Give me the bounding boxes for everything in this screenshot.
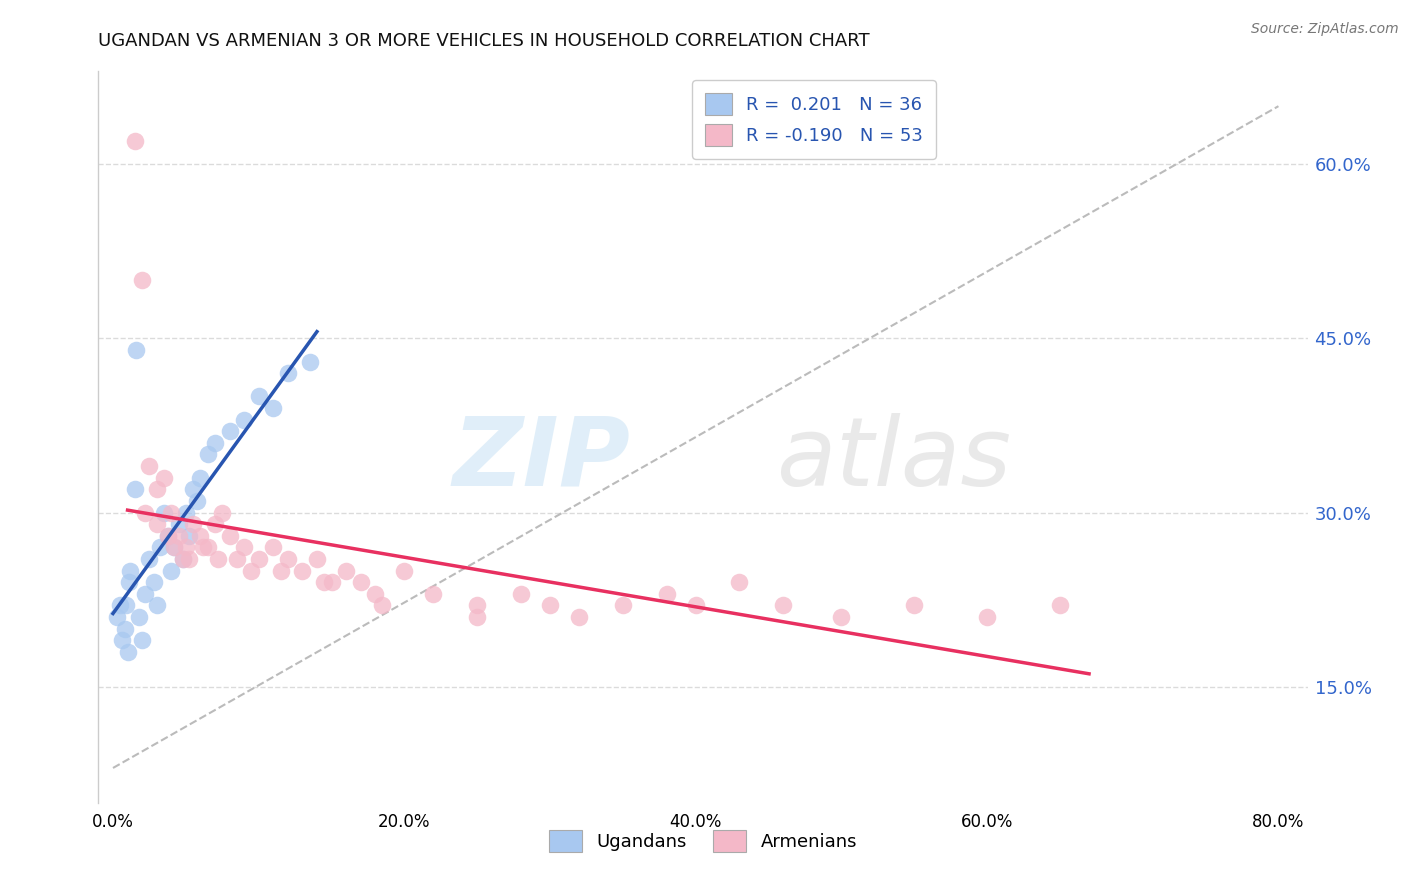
Point: [197, 541, 219, 555]
Point: [218, 529, 240, 543]
Point: [262, 541, 284, 555]
Point: [298, 354, 321, 368]
Point: [509, 587, 531, 601]
Point: [153, 506, 176, 520]
Text: Source: ZipAtlas.com: Source: ZipAtlas.com: [1251, 22, 1399, 37]
Point: [291, 564, 314, 578]
Point: [247, 389, 270, 403]
Point: [612, 599, 634, 613]
Point: [314, 575, 336, 590]
Point: [145, 599, 167, 613]
Point: [204, 517, 226, 532]
Point: [181, 517, 204, 532]
Point: [115, 599, 138, 613]
Point: [120, 564, 142, 578]
Point: [247, 552, 270, 566]
Point: [167, 529, 190, 543]
Point: [211, 506, 233, 520]
Point: [335, 564, 357, 578]
Point: [134, 587, 156, 601]
Point: [142, 575, 165, 590]
Point: [364, 587, 387, 601]
Point: [903, 599, 925, 613]
Point: [177, 529, 200, 543]
Point: [277, 552, 299, 566]
Point: [1049, 599, 1071, 613]
Point: [538, 599, 561, 613]
Point: [134, 506, 156, 520]
Point: [207, 552, 229, 566]
Point: [394, 564, 416, 578]
Point: [177, 552, 200, 566]
Point: [655, 587, 678, 601]
Point: [163, 541, 186, 555]
Point: [350, 575, 373, 590]
Point: [685, 599, 707, 613]
Point: [233, 541, 256, 555]
Point: [172, 552, 194, 566]
Point: [157, 529, 180, 543]
Point: [167, 517, 190, 532]
Text: ZIP: ZIP: [453, 412, 630, 506]
Point: [111, 633, 134, 648]
Point: [125, 343, 148, 357]
Point: [422, 587, 444, 601]
Point: [233, 412, 256, 426]
Point: [277, 366, 299, 380]
Point: [174, 541, 197, 555]
Point: [114, 622, 136, 636]
Point: [193, 541, 215, 555]
Point: [976, 610, 998, 624]
Point: [172, 552, 194, 566]
Point: [174, 506, 197, 520]
Point: [772, 599, 794, 613]
Point: [149, 541, 172, 555]
Point: [305, 552, 328, 566]
Point: [371, 599, 394, 613]
Point: [197, 448, 219, 462]
Point: [160, 506, 183, 520]
Point: [262, 401, 284, 415]
Point: [321, 575, 343, 590]
Point: [465, 599, 488, 613]
Point: [204, 436, 226, 450]
Point: [153, 471, 176, 485]
Point: [190, 529, 212, 543]
Point: [131, 273, 153, 287]
Point: [110, 599, 132, 613]
Point: [145, 483, 167, 497]
Point: [218, 424, 240, 438]
Point: [157, 529, 180, 543]
Point: [128, 610, 150, 624]
Point: [465, 610, 488, 624]
Point: [270, 564, 292, 578]
Point: [568, 610, 591, 624]
Point: [830, 610, 852, 624]
Point: [181, 483, 204, 497]
Point: [124, 134, 146, 148]
Point: [117, 645, 139, 659]
Point: [105, 610, 128, 624]
Point: [145, 517, 167, 532]
Point: [160, 564, 183, 578]
Text: UGANDAN VS ARMENIAN 3 OR MORE VEHICLES IN HOUSEHOLD CORRELATION CHART: UGANDAN VS ARMENIAN 3 OR MORE VEHICLES I…: [98, 32, 870, 50]
Point: [240, 564, 263, 578]
Point: [131, 633, 153, 648]
Point: [728, 575, 751, 590]
Point: [124, 483, 146, 497]
Point: [163, 541, 186, 555]
Point: [186, 494, 208, 508]
Point: [225, 552, 247, 566]
Text: atlas: atlas: [776, 412, 1011, 506]
Point: [138, 552, 160, 566]
Point: [118, 575, 141, 590]
Point: [190, 471, 212, 485]
Point: [138, 459, 160, 474]
Legend: Ugandans, Armenians: Ugandans, Armenians: [541, 823, 865, 860]
